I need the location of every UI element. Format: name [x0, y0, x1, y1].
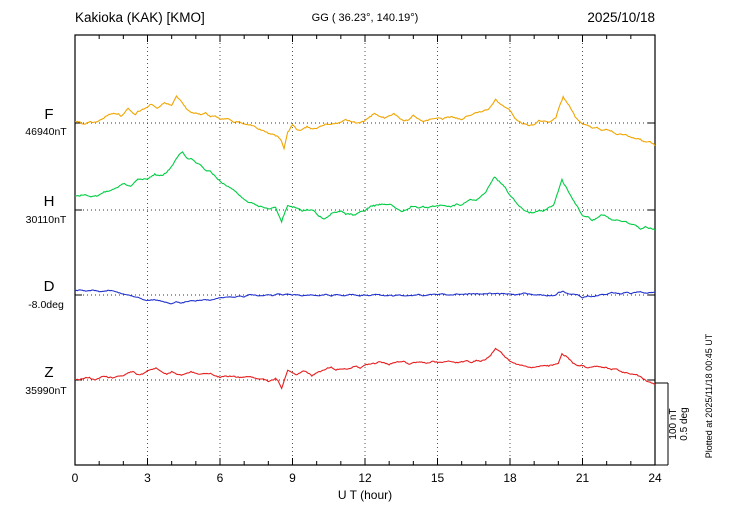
series-label-H: H [44, 193, 55, 210]
series-baseline-Z: 35990nT [25, 385, 67, 397]
series-baseline-D: -8.0deg [28, 299, 64, 311]
scale-nt-label: 100 nT [668, 408, 679, 439]
x-tick-9: 9 [289, 471, 296, 485]
trace-Z [74, 347, 656, 390]
trace-H [74, 151, 656, 231]
series-label-Z: Z [44, 364, 53, 381]
plotted-at-note: Plotted at 2025/11/18 00:45 UT [704, 333, 714, 458]
trace-D [74, 289, 656, 305]
x-tick-18: 18 [503, 471, 517, 485]
scale-bracket [655, 382, 669, 466]
x-tick-6: 6 [217, 471, 224, 485]
x-tick-21: 21 [576, 471, 590, 485]
series-label-F: F [44, 106, 53, 123]
x-axis-title: U T (hour) [338, 488, 392, 502]
series-label-D: D [44, 278, 55, 295]
date-label: 2025/10/18 [587, 10, 655, 25]
station-title: Kakioka (KAK) [KMO] [75, 10, 205, 25]
scale-deg-label: 0.5 deg [679, 407, 690, 440]
series-baseline-F: 46940nT [25, 126, 67, 138]
x-tick-12: 12 [358, 471, 372, 485]
x-tick-24: 24 [648, 471, 662, 485]
trace-lines [74, 94, 656, 390]
x-tick-0: 0 [72, 471, 79, 485]
trace-F [74, 94, 656, 151]
gridlines [75, 35, 655, 465]
x-tick-15: 15 [431, 471, 445, 485]
x-tick-3: 3 [144, 471, 151, 485]
series-baseline-H: 30110nT [26, 214, 67, 226]
geo-coords: GG ( 36.23°, 140.19°) [312, 12, 419, 24]
